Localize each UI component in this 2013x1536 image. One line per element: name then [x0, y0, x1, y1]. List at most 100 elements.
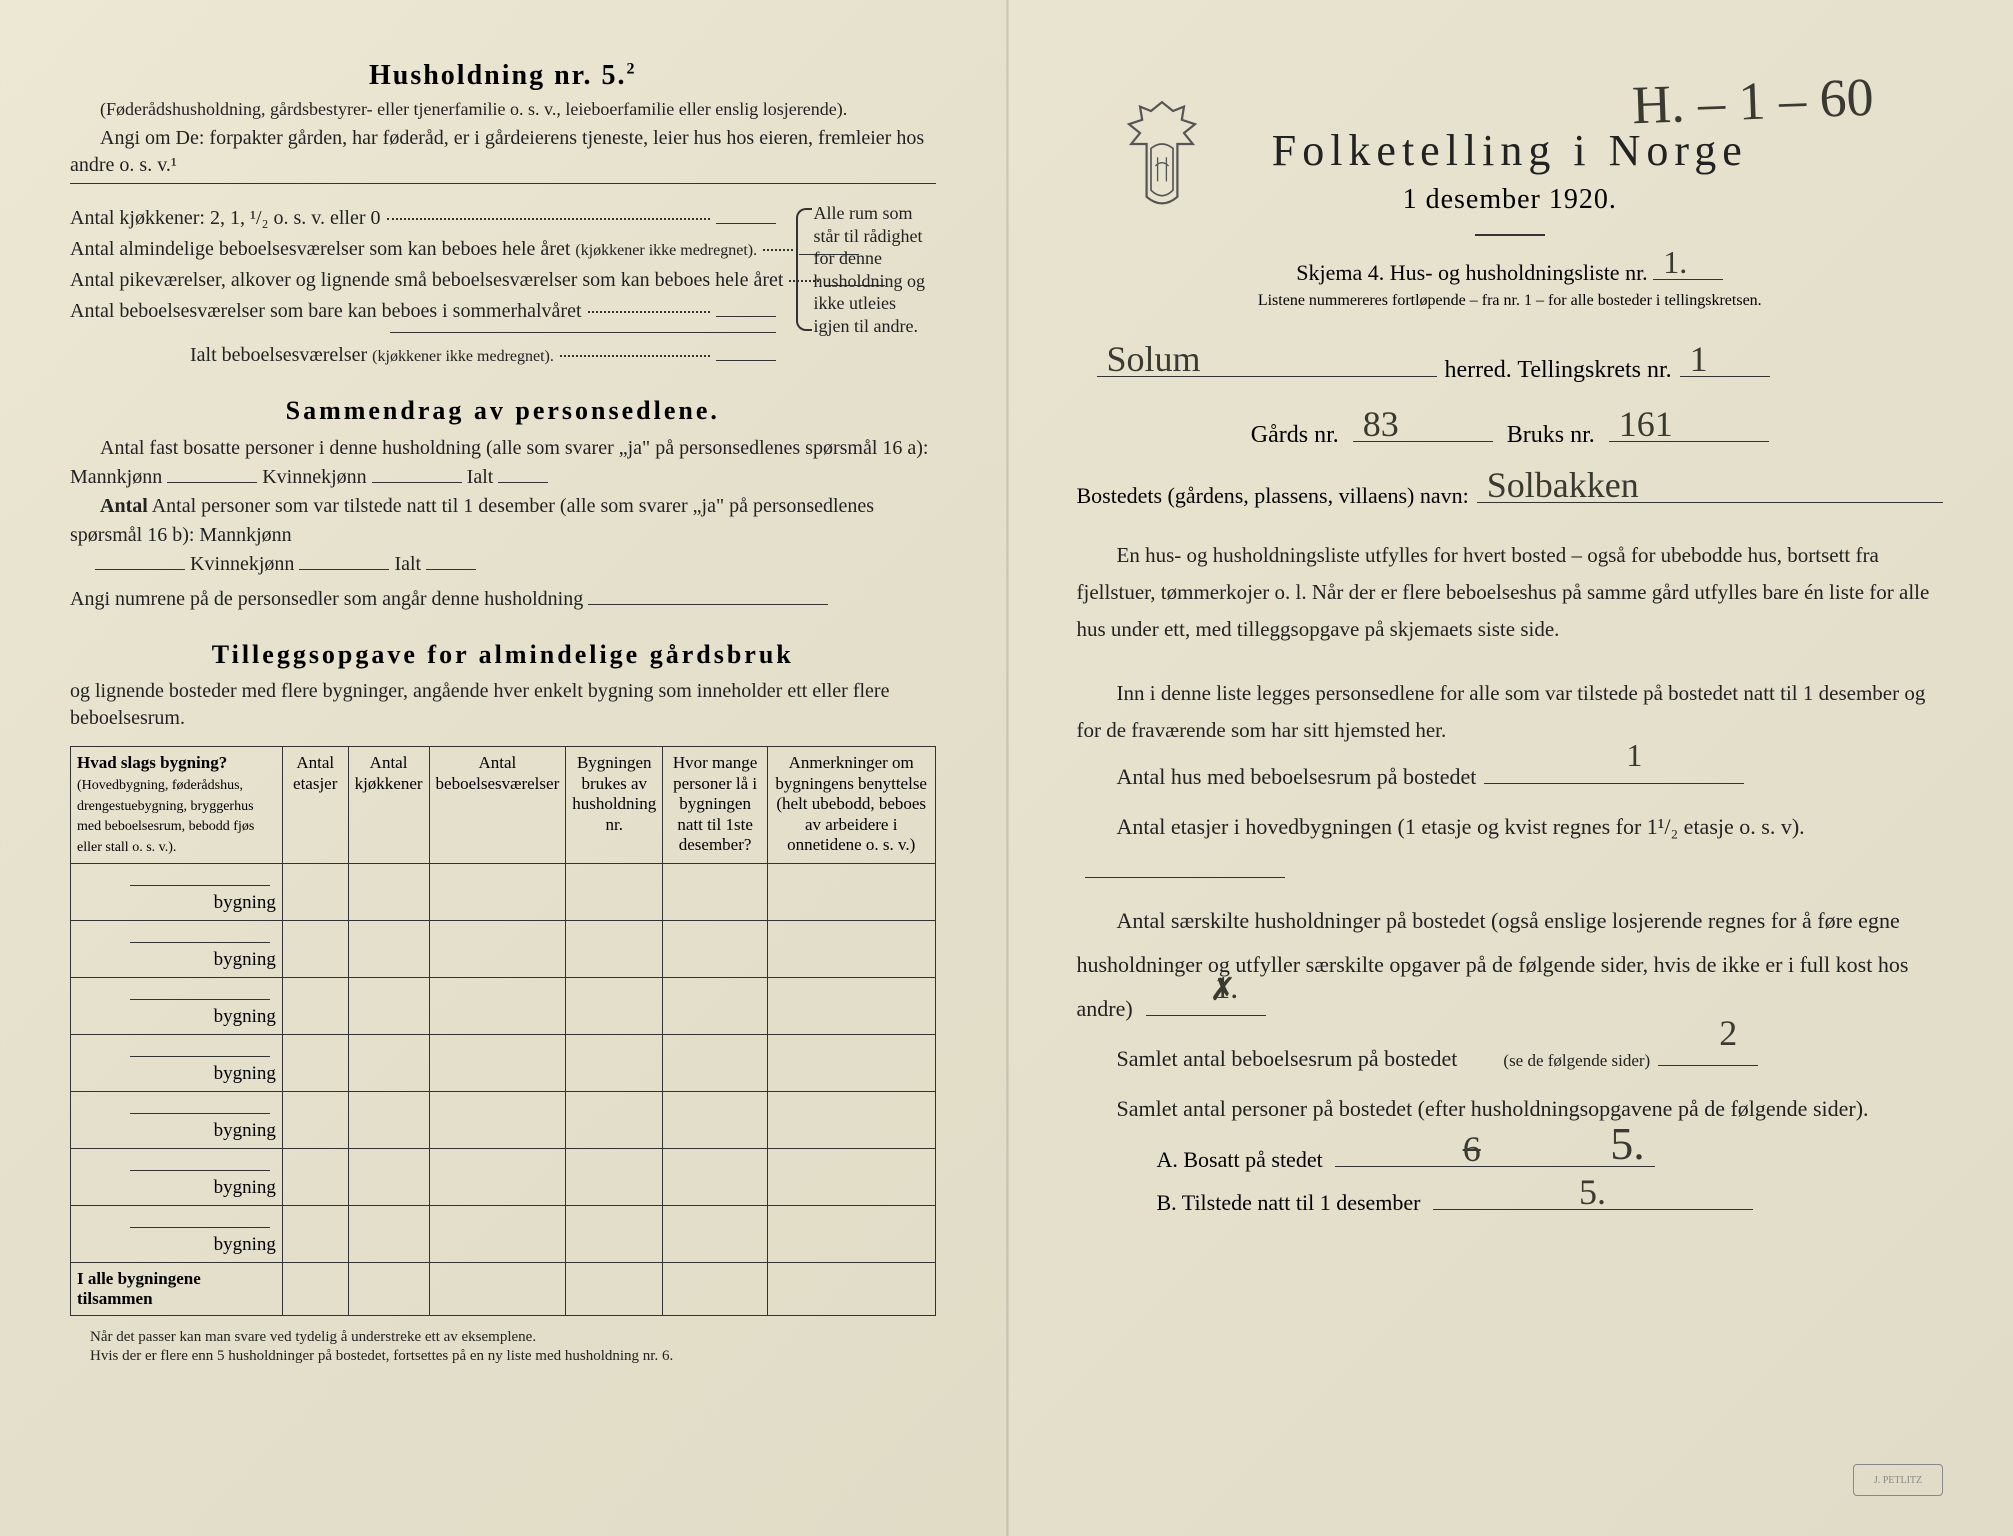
qa-label: A. Bosatt på stedet	[1157, 1147, 1323, 1173]
q4-hand: 2	[1679, 997, 1737, 1069]
kitchens-blank	[716, 202, 776, 224]
blank	[588, 585, 828, 605]
q2: Antal etasjer i hovedbygningen (1 etasje…	[1077, 805, 1944, 893]
rooms-total-sub: (kjøkkener ikke medregnet).	[372, 348, 554, 365]
qb-hand: 5.	[1579, 1171, 1606, 1213]
table-totals-row: I alle bygningene tilsammen	[71, 1262, 936, 1315]
rooms-total-label: Ialt beboelsesværelser	[190, 344, 367, 366]
row-label: bygning	[214, 1063, 276, 1084]
summary-nums-label: Angi numrene på de personsedler som angå…	[70, 588, 583, 610]
q4: Samlet antal beboelsesrum på bostedet (s…	[1077, 1037, 1944, 1081]
skjema-label: Skjema 4. Hus- og husholdningsliste nr.	[1296, 260, 1647, 285]
krets-hand: 1	[1690, 338, 1708, 380]
row-label: bygning	[214, 1177, 276, 1198]
qb-row: B. Tilstede natt til 1 desember 5.	[1077, 1183, 1944, 1215]
footnote-2: Hvis der er flere enn 5 husholdninger på…	[70, 1347, 936, 1367]
tillegg-title: Tilleggsopgave for almindelige gårdsbruk	[70, 640, 936, 670]
gards-row: Gårds nr. 83 Bruks nr. 161	[1077, 410, 1944, 448]
table-row: bygning	[71, 863, 936, 920]
th-personer: Hvor mange personer lå i bygningen natt …	[663, 747, 768, 864]
bosted-hand: Solbakken	[1487, 464, 1639, 506]
summary-p2b: Kvinnekjønn	[190, 553, 294, 575]
rooms-total-line: Ialt beboelsesværelser (kjøkkener ikke m…	[70, 339, 776, 370]
household-title-text: Husholdning nr. 5.	[369, 60, 627, 91]
list-note: Listene nummereres fortløpende – fra nr.…	[1077, 292, 1944, 310]
rooms-maid-label: Antal pikeværelser, alkover og lignende …	[70, 265, 783, 295]
page-fold	[1007, 0, 1009, 1536]
rooms-summer-label: Antal beboelsesværelser som bare kan beb…	[70, 296, 582, 326]
q1-hand: 1	[1586, 723, 1642, 787]
th1b: (Hovedbygning, føderådshus, drengestueby…	[77, 778, 254, 855]
table-row: bygning	[71, 920, 936, 977]
rooms-year-label: Antal almindelige beboelsesværelser som …	[70, 238, 570, 260]
room-fields: Antal kjøkkener: 2, 1, ¹/₂ o. s. v. elle…	[70, 202, 936, 370]
row-label: bygning	[214, 1234, 276, 1255]
bosted-label: Bostedets (gårdens, plassens, villaens) …	[1077, 483, 1469, 509]
bruks-hand: 161	[1619, 403, 1673, 445]
table-row: bygning	[71, 1148, 936, 1205]
row-label: bygning	[214, 1006, 276, 1027]
strike-mark: ✗	[1169, 957, 1236, 1021]
summary-p1b: Kvinnekjønn	[262, 466, 366, 488]
th-kjokkener: Antal kjøkkener	[348, 747, 429, 864]
th-hushold: Bygningen brukes av husholdning nr.	[566, 747, 663, 864]
qb-label: B. Tilstede natt til 1 desember	[1157, 1190, 1421, 1216]
table-row: bygning	[71, 1205, 936, 1262]
summary-p2: Antal Antal personer som var tilstede na…	[70, 492, 936, 550]
rooms-year-line: Antal almindelige beboelsesværelser som …	[70, 233, 776, 264]
blank	[167, 463, 257, 483]
summary-p2-row: xx Kvinnekjønn Ialt	[70, 550, 936, 579]
summary-nums: Angi numrene på de personsedler som angå…	[70, 585, 936, 614]
q1: Antal hus med beboelsesrum på bostedet 1	[1077, 755, 1944, 799]
th-bebo: Antal beboelsesværelser	[429, 747, 566, 864]
blank	[426, 550, 476, 570]
rooms-year-sub: (kjøkkener ikke medregnet).	[575, 242, 757, 259]
rooms-total-blank	[716, 339, 776, 361]
q1-text: Antal hus med beboelsesrum på bostedet	[1077, 755, 1477, 799]
row-label: bygning	[214, 949, 276, 970]
skjema-hand: 1.	[1663, 244, 1687, 281]
rooms-summer-blank	[716, 295, 776, 317]
right-page: H. – 1 – 60 Folketelling i Norge 1 desem…	[1007, 0, 2013, 1536]
brace-note: Alle rum som står til rådighet for denne…	[796, 202, 936, 337]
q4-sub: (se de følgende sider)	[1463, 1044, 1650, 1078]
title-rule	[1475, 234, 1545, 236]
row-label: bygning	[214, 892, 276, 913]
bosted-row: Bostedets (gårdens, plassens, villaens) …	[1077, 475, 1944, 510]
rooms-summer-line: Antal beboelsesværelser som bare kan beb…	[70, 295, 776, 326]
para1: En hus- og husholdningsliste utfylles fo…	[1077, 537, 1944, 647]
top-hand-annotation: H. – 1 – 60	[1630, 66, 1874, 136]
q2-blank	[1085, 852, 1285, 878]
qa-struck: 6	[1463, 1128, 1481, 1170]
kitchens-label: Antal kjøkkener: 2, 1, ¹/₂ o. s. v. elle…	[70, 203, 381, 233]
coat-of-arms-icon	[1117, 100, 1207, 210]
summary-title: Sammendrag av personsedlene.	[70, 396, 936, 426]
herred-row: Solum herred. Tellingskrets nr. 1	[1077, 346, 1944, 384]
building-table: Hvad slags bygning? (Hovedbygning, føder…	[70, 746, 936, 1316]
blank	[299, 550, 389, 570]
q5: Samlet antal personer på bostedet (efter…	[1077, 1087, 1944, 1131]
skjema-line: Skjema 4. Hus- og husholdningsliste nr. …	[1077, 256, 1944, 286]
document-spread: Husholdning nr. 5.2 (Føderådshusholdning…	[0, 0, 2013, 1536]
gards-hand: 83	[1363, 403, 1399, 445]
row-label: bygning	[214, 1120, 276, 1141]
th-etasjer: Antal etasjer	[282, 747, 348, 864]
household-para: Angi om De: forpakter gården, har føderå…	[70, 125, 936, 179]
tillegg-sub: og lignende bosteder med flere bygninger…	[70, 678, 936, 732]
table-header-row: Hvad slags bygning? (Hovedbygning, føder…	[71, 747, 936, 864]
footnote-1: Når det passer kan man svare ved tydelig…	[70, 1328, 936, 1348]
left-page: Husholdning nr. 5.2 (Føderådshusholdning…	[0, 0, 1007, 1536]
bruks-label: Bruks nr.	[1507, 422, 1595, 449]
q2-text: Antal etasjer i hovedbygningen (1 etasje…	[1117, 814, 1805, 839]
sum-rule	[390, 332, 776, 333]
dots	[387, 218, 710, 220]
q4-text: Samlet antal beboelsesrum på bostedet	[1077, 1037, 1458, 1081]
underline	[70, 183, 936, 184]
household-title-sup: 2	[627, 61, 637, 78]
totals-label: I alle bygningene tilsammen	[71, 1262, 283, 1315]
gards-label: Gårds nr.	[1251, 422, 1339, 449]
rooms-maid-line: Antal pikeværelser, alkover og lignende …	[70, 264, 776, 295]
qa-row: A. Bosatt på stedet 6 5.	[1077, 1141, 1944, 1173]
table-row: bygning	[71, 977, 936, 1034]
printer-stamp: J. PETLITZ	[1853, 1464, 1943, 1496]
